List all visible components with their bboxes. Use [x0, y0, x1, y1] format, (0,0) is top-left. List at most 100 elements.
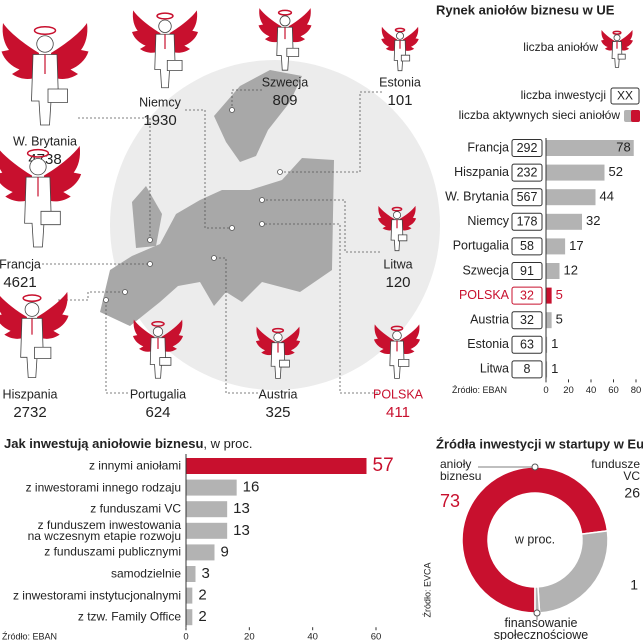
category-label: fundusze VC	[591, 457, 640, 483]
wing	[258, 8, 282, 43]
bar-value: 32	[586, 213, 600, 228]
count-box	[511, 262, 543, 280]
briefcase	[401, 55, 409, 61]
bar-value: 5	[556, 287, 563, 302]
count-value: 567	[517, 190, 538, 204]
count-value: 292	[517, 141, 538, 155]
map-point	[229, 107, 235, 113]
title: Jak inwestują aniołowie biznesu	[4, 436, 203, 451]
halo	[613, 31, 621, 34]
country-value: 120	[385, 274, 410, 291]
x-tick-label: 20	[563, 385, 574, 396]
body	[271, 343, 285, 379]
body	[32, 55, 59, 126]
briefcase	[280, 360, 290, 367]
briefcase	[399, 359, 409, 366]
country-value: 325	[265, 404, 290, 421]
legend-label: liczba aktywnych sieci aniołów	[459, 108, 621, 122]
bar-value: 12	[564, 262, 578, 277]
legend-swatch	[631, 110, 640, 122]
leader-line	[214, 257, 258, 394]
category-label: z funduszami VC	[90, 501, 181, 516]
center-label: w proc.	[514, 532, 555, 546]
wing	[161, 319, 184, 352]
wing	[37, 291, 69, 339]
briefcase	[160, 358, 171, 366]
head	[153, 327, 162, 336]
category-label: Szwecja	[462, 263, 509, 277]
bar	[186, 609, 193, 626]
head	[159, 20, 172, 33]
wing	[377, 205, 395, 231]
count-value: 63	[520, 338, 534, 352]
legend-label: liczba inwestycji	[521, 88, 606, 102]
count-box	[511, 286, 543, 305]
bar	[186, 566, 196, 582]
head	[37, 36, 54, 53]
wing	[619, 30, 633, 51]
map-point	[103, 297, 109, 303]
bar	[186, 458, 367, 474]
x-tick-label: 0	[183, 632, 188, 640]
donut-segment	[461, 466, 609, 614]
bar	[546, 164, 605, 181]
count-box	[511, 188, 543, 207]
x-tick-label: 20	[244, 632, 255, 640]
country-label: Niemcy	[139, 95, 181, 109]
bar-value: 5	[556, 312, 563, 327]
map-point	[229, 225, 235, 231]
category-label: z innymi aniołami	[88, 458, 181, 473]
halo	[273, 329, 284, 333]
angel-icon	[1, 23, 89, 126]
bar	[546, 238, 566, 255]
wing	[288, 8, 312, 43]
angel-icon	[258, 8, 312, 70]
wing	[132, 319, 155, 352]
count-box	[511, 360, 543, 379]
wing	[402, 26, 419, 51]
wing	[381, 26, 398, 51]
x-tick-label: 40	[586, 385, 597, 396]
map-point	[277, 169, 283, 175]
country-value: 101	[387, 92, 412, 109]
angel-icon	[132, 319, 184, 379]
bar	[186, 544, 215, 561]
halo	[28, 150, 49, 157]
category-label: POLSKA	[459, 288, 510, 302]
wing	[169, 10, 199, 53]
count-value: 58	[520, 239, 534, 253]
body	[21, 318, 44, 377]
segment-value: 1	[630, 577, 638, 593]
bar-value: 57	[373, 455, 394, 476]
head	[393, 211, 400, 218]
bar-value: 44	[600, 189, 614, 204]
map-point	[259, 221, 265, 227]
source: Źródło: EBAN	[452, 385, 507, 395]
sources-title: Źródła inwestycji w startupy w Europie	[436, 436, 643, 451]
head	[30, 159, 46, 175]
bar-value: 1	[551, 336, 558, 351]
count-box	[511, 212, 543, 231]
source: Źródło: EVCA	[422, 562, 432, 617]
country-label: POLSKA	[373, 387, 424, 401]
leader-line	[280, 91, 382, 173]
country-value: 1930	[143, 112, 176, 129]
market-title: Rynek aniołów biznesu w UE	[436, 2, 615, 17]
count-value: 178	[517, 215, 538, 229]
bar-value: 9	[221, 543, 229, 560]
country-value: 2732	[13, 404, 46, 421]
bar-value: 52	[609, 164, 623, 179]
head	[393, 331, 402, 340]
map-point	[259, 197, 265, 203]
angel-icon	[373, 324, 421, 378]
subtitle: , w proc.	[203, 436, 252, 451]
leader-line	[105, 300, 128, 394]
count-value: 8	[524, 362, 531, 376]
angel-icon	[601, 30, 633, 67]
angel-icon	[377, 205, 417, 251]
count-box	[511, 139, 543, 157]
head	[25, 303, 39, 317]
bar	[186, 587, 193, 604]
leader-line	[231, 89, 262, 110]
